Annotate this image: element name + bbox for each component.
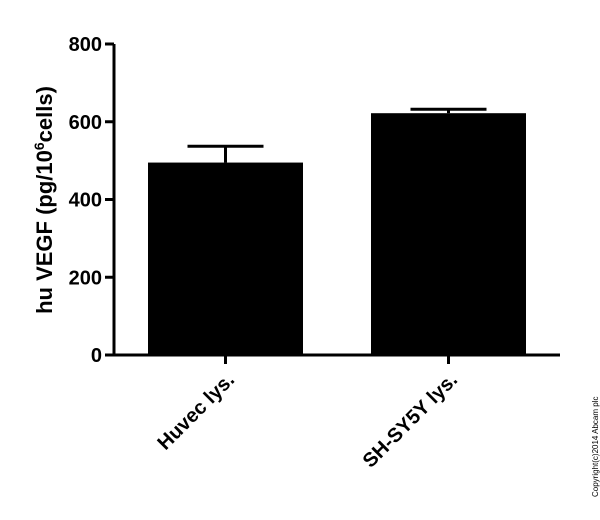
y-axis-title-superscript: 6 — [31, 142, 47, 150]
x-category-label: Huvec lys. — [154, 369, 240, 455]
bar — [371, 113, 526, 355]
y-axis-title-suffix: cells) — [32, 86, 57, 142]
copyright-watermark: Copyright(c)2014 Abcam plc — [591, 397, 600, 498]
x-category-label: SH-SY5Y lys. — [359, 369, 462, 472]
y-tick-label: 400 — [69, 190, 102, 212]
y-tick-label: 600 — [69, 112, 102, 134]
y-axis-title-prefix: hu VEGF (pg/10 — [32, 150, 57, 314]
y-axis-title: hu VEGF (pg/106cells) — [31, 86, 57, 314]
y-tick-label: 800 — [69, 34, 102, 56]
y-tick-label: 0 — [91, 345, 102, 367]
bar — [148, 162, 303, 355]
bars — [148, 107, 526, 355]
x-axis: Huvec lys. SH-SY5Y lys. — [112, 353, 560, 472]
y-tick-label: 200 — [69, 267, 102, 289]
y-axis: 0 200 400 600 800 — [69, 34, 116, 367]
